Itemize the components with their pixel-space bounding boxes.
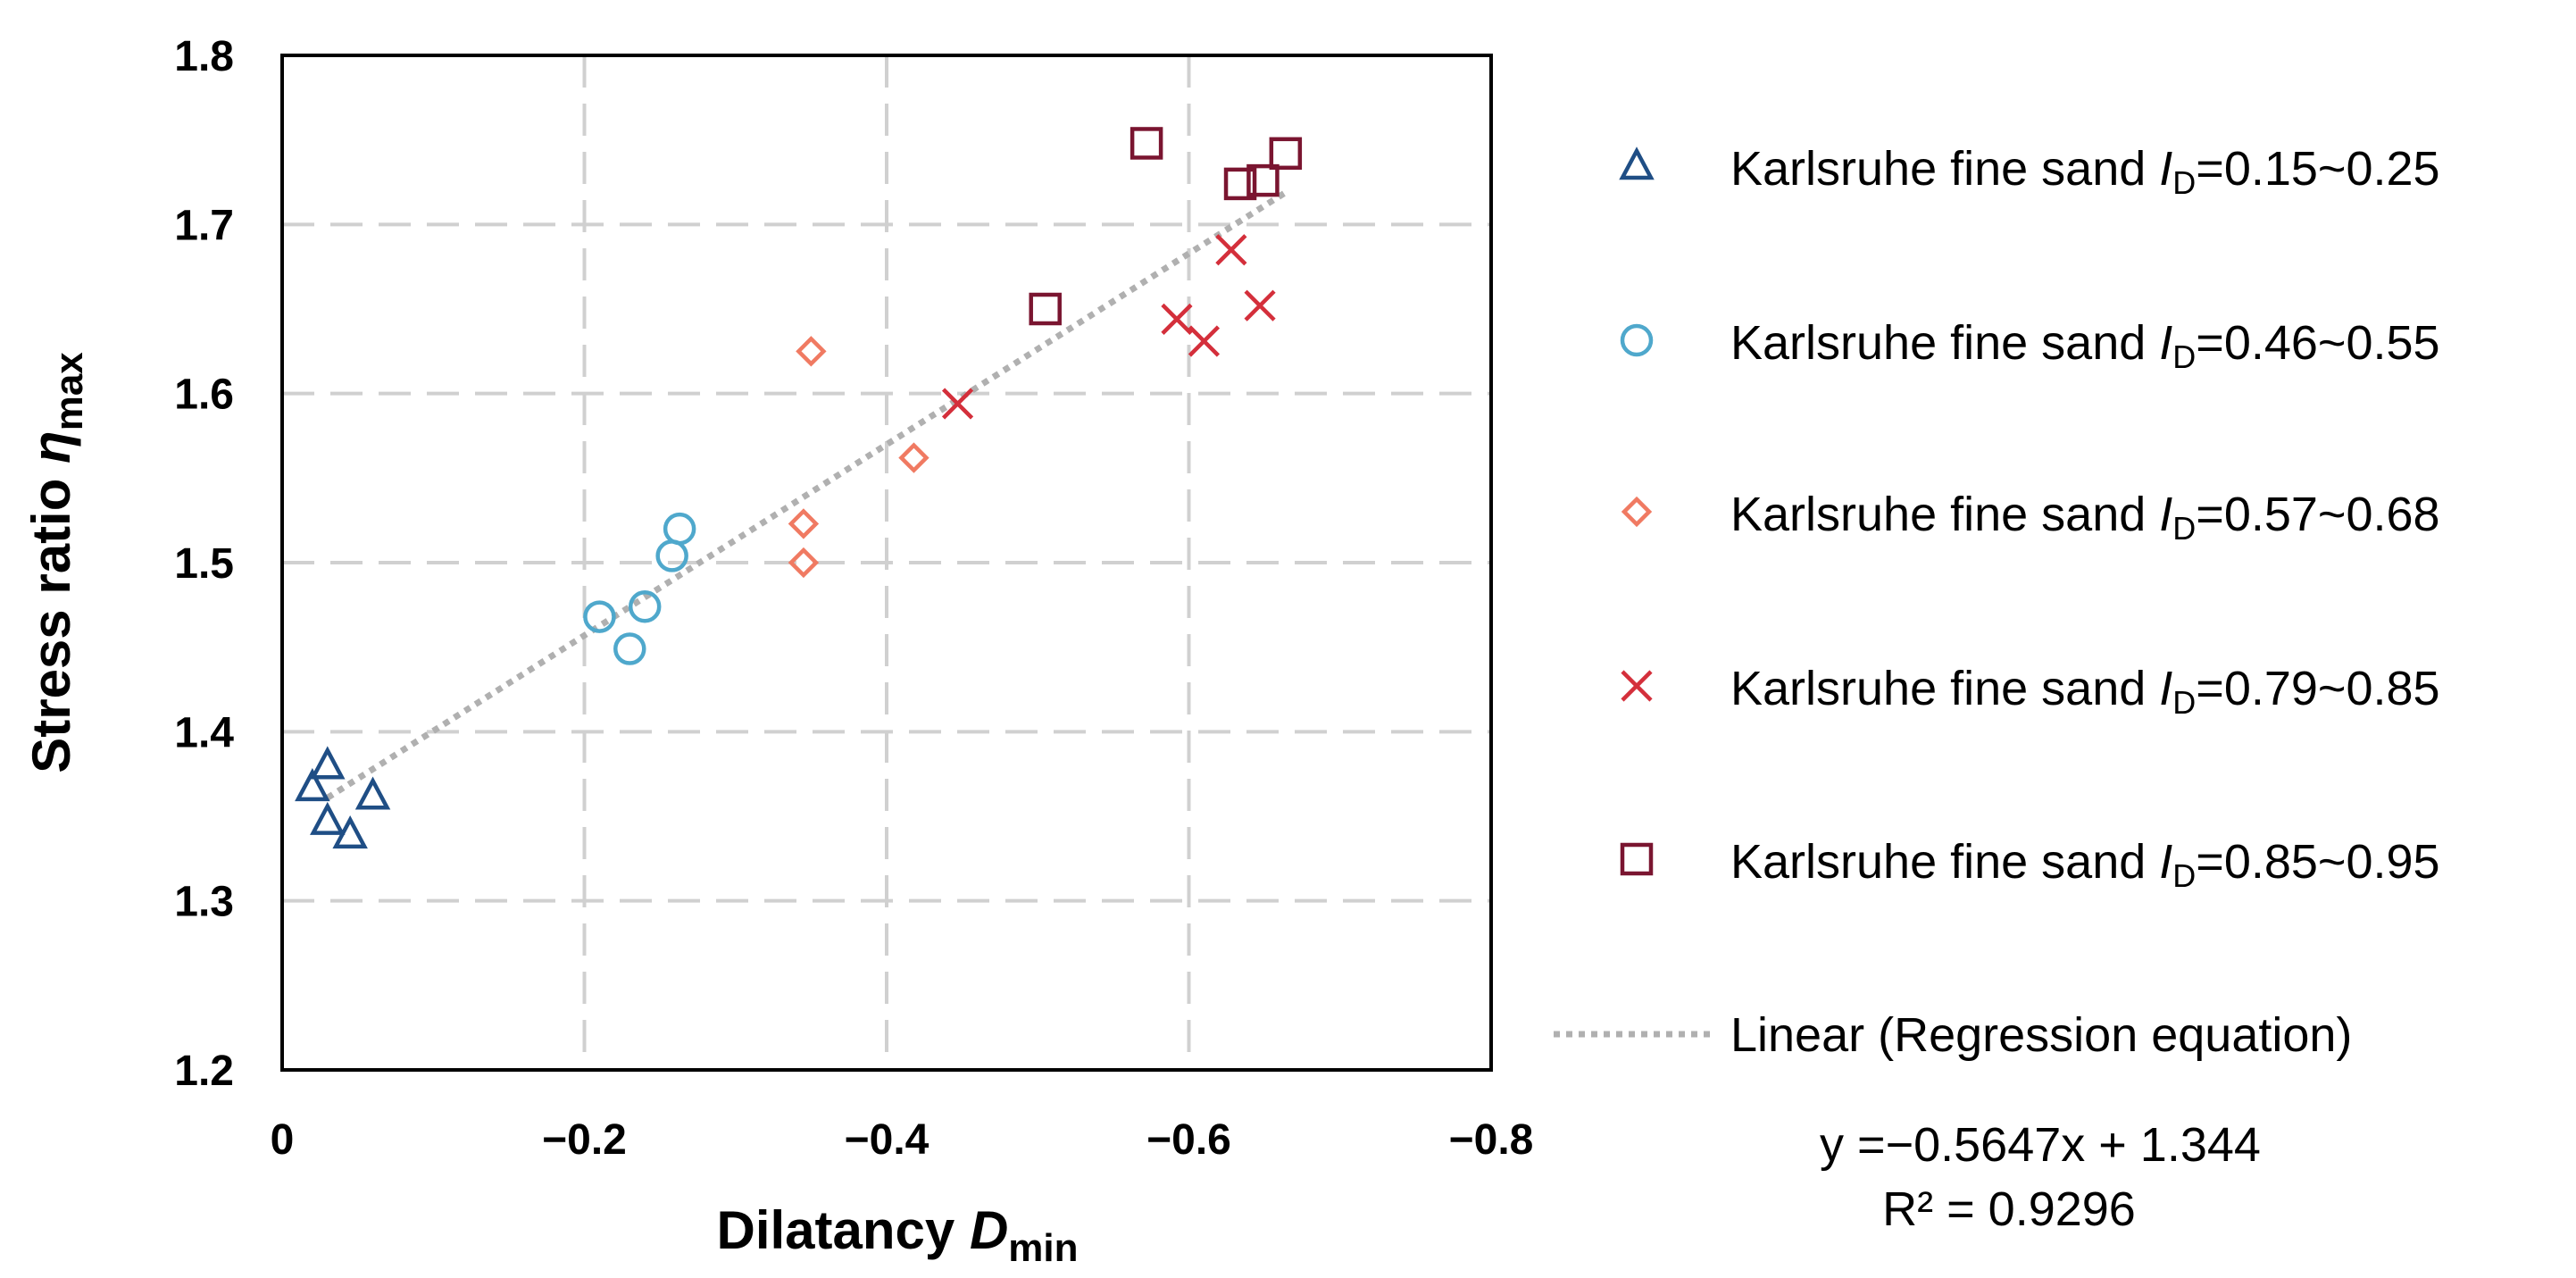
points-layer: [295, 127, 1303, 849]
data-point-square: [1246, 163, 1280, 197]
legend-marker-circle: [1620, 323, 1654, 357]
data-point-diamond: [898, 442, 930, 473]
data-point-diamond: [788, 547, 820, 579]
grid-layer: [282, 55, 1491, 1070]
y-axis-label: Stress ratio ηmax: [21, 352, 91, 773]
legend-marker-square: [1620, 842, 1654, 876]
data-point-square: [1029, 292, 1062, 326]
y-tick-label: 1.5: [174, 540, 234, 588]
x-tick-label: 0: [271, 1116, 295, 1164]
x-tick-label: −0.2: [542, 1116, 627, 1164]
x-tick-label: −0.8: [1449, 1116, 1534, 1164]
legend-label: Karlsruhe fine sand ID=0.79~0.85: [1730, 662, 2440, 721]
y-tick-label: 1.2: [174, 1048, 234, 1095]
data-point-x: [1244, 289, 1276, 322]
legend-label: Karlsruhe fine sand ID=0.85~0.95: [1730, 835, 2440, 894]
data-point-circle: [583, 600, 616, 633]
data-point-diamond: [788, 508, 820, 539]
data-point-circle: [628, 589, 662, 623]
y-tick-label: 1.4: [174, 709, 234, 756]
data-point-triangle: [295, 768, 330, 802]
data-point-triangle: [310, 746, 346, 780]
data-point-diamond: [796, 336, 827, 367]
y-tick-label: 1.6: [174, 372, 234, 419]
regression-equation: y =−0.5647x + 1.344: [1820, 1118, 2261, 1172]
data-point-triangle: [310, 801, 346, 835]
ticks-layer: 1.2 1.3 1.4 1.5 1.6 1.7 1.8 0 −0.2 −0.4 −0.6 −0.8: [174, 33, 1533, 1164]
data-point-circle: [663, 512, 696, 546]
x-axis-label: Dilatancy Dmin: [716, 1200, 1078, 1270]
y-tick-label: 1.7: [174, 202, 234, 249]
y-tick-label: 1.3: [174, 879, 234, 926]
x-tick-label: −0.6: [1146, 1116, 1231, 1164]
legend-label: Karlsruhe fine sand ID=0.15~0.25: [1730, 142, 2440, 201]
data-point-x: [1215, 234, 1247, 266]
data-point-square: [1269, 137, 1303, 171]
legend: Karlsruhe fine sand ID=0.15~0.25 Karlsruh…: [1554, 142, 2440, 1062]
legend-marker-x: [1621, 670, 1653, 702]
legend-trendline-label: Linear (Regression equation): [1730, 1008, 2352, 1062]
x-tick-label: −0.4: [845, 1116, 930, 1164]
trend-layer: [325, 189, 1288, 801]
legend-marker-triangle: [1619, 146, 1655, 180]
data-point-x: [1161, 303, 1193, 335]
r-squared: R² = 0.9296: [1882, 1182, 2136, 1236]
data-point-square: [1130, 127, 1163, 160]
plot-frame: [280, 54, 1493, 1072]
data-point-x: [941, 388, 974, 420]
y-tick-label: 1.8: [174, 33, 234, 80]
legend-label: Karlsruhe fine sand ID=0.57~0.68: [1730, 488, 2440, 547]
data-point-circle: [655, 539, 688, 572]
legend-marker-diamond: [1621, 496, 1653, 528]
legend-label: Karlsruhe fine sand ID=0.46~0.55: [1730, 316, 2440, 375]
regression-trendline: [325, 189, 1288, 801]
data-point-triangle: [354, 776, 391, 810]
data-point-x: [1188, 325, 1221, 357]
data-point-triangle: [332, 815, 368, 849]
data-point-square: [1223, 167, 1257, 201]
data-point-circle: [613, 632, 646, 665]
